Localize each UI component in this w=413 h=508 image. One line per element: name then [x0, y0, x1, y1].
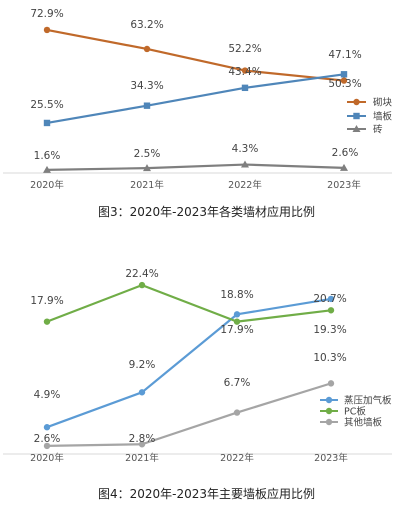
data-point-2-2	[233, 409, 241, 416]
series-line-0	[46, 28, 345, 82]
data-point-2-0	[43, 165, 51, 173]
data-point-2-3	[327, 380, 335, 387]
data-point-0-2	[241, 67, 249, 74]
data-point-0-3	[340, 77, 348, 84]
wall-material-ratio-chart: 2020年 2021年 2022年 2023年 72.9% 63.2% 52.2% 47.1%…	[3, 8, 393, 191]
data-label-1-0: 25.5%	[30, 99, 63, 111]
data-point-0-0	[43, 424, 51, 431]
data-label-1-2: 17.9%	[220, 324, 253, 336]
x-tick-label-3: 2023年	[327, 179, 361, 191]
x-tick-label-0: 2020年	[30, 179, 64, 191]
series-line-2	[46, 163, 345, 171]
x-tick-label-1: 2021年	[125, 452, 159, 464]
data-point-2-1	[143, 164, 151, 172]
data-label-1-0: 17.9%	[30, 295, 63, 307]
legend-label-0: 砌块	[373, 97, 393, 109]
data-label-2-1: 2.8%	[129, 433, 156, 445]
data-point-1-0	[43, 318, 51, 325]
x-tick-label-0: 2020年	[30, 452, 64, 464]
legend-label-2: 其他墙板	[344, 417, 383, 429]
chart-caption-1: 图3：2020年-2023年各类墙材应用比例	[97, 205, 316, 219]
series-line-1	[46, 284, 332, 323]
data-point-1-1	[138, 281, 146, 289]
data-label-2-0: 1.6%	[34, 150, 61, 162]
series-line-1	[46, 73, 345, 125]
data-point-2-2	[241, 160, 249, 168]
data-label-1-2: 43.4%	[228, 66, 261, 78]
data-point-0-1	[138, 389, 146, 396]
legend-marker-1	[353, 112, 360, 120]
data-label-1-3: 50.3%	[328, 78, 361, 90]
data-label-0-2: 52.2%	[228, 43, 261, 55]
data-label-2-2: 4.3%	[232, 143, 259, 155]
x-tick-label-2: 2022年	[228, 179, 262, 191]
data-point-2-3	[340, 163, 348, 171]
data-label-0-1: 63.2%	[130, 19, 163, 31]
data-point-0-2	[233, 311, 241, 318]
data-label-2-2: 6.7%	[224, 377, 251, 389]
data-point-2-0	[43, 442, 51, 450]
data-point-1-0	[43, 119, 51, 127]
legend-marker-1	[325, 407, 333, 415]
legend-label-2: 砖	[373, 124, 383, 136]
data-label-1-1: 34.3%	[130, 80, 163, 92]
data-label-2-3: 2.6%	[332, 147, 359, 159]
data-point-2-1	[138, 441, 146, 448]
data-label-2-0: 2.6%	[34, 433, 61, 445]
data-point-1-2	[241, 84, 249, 92]
data-label-1-3: 19.3%	[313, 324, 346, 336]
legend-label-1: 墙板	[373, 111, 393, 123]
series-line-0	[46, 297, 332, 429]
data-point-1-1	[143, 102, 151, 109]
data-point-1-3	[340, 71, 348, 78]
legend-label-1: PC板	[344, 406, 366, 418]
chart-caption-2: 图4：2020年-2023年主要墙板应用比例	[97, 487, 316, 501]
series-line-2	[46, 382, 332, 447]
data-point-0-0	[43, 26, 51, 34]
series-1	[43, 281, 335, 325]
wall-panel-ratio-chart: 2020年 2021年 2022年 2023年 4.9% 9.2% 18.8% 20.7% 17…	[3, 268, 392, 464]
data-label-0-3: 20.7%	[313, 293, 346, 305]
series-2	[43, 380, 335, 450]
data-point-1-2	[233, 318, 241, 325]
series-2	[43, 160, 348, 173]
legend-marker-0	[353, 98, 360, 106]
series-1	[43, 71, 348, 127]
data-point-1-3	[327, 307, 335, 314]
data-label-2-1: 2.5%	[134, 148, 161, 160]
series-0	[43, 26, 348, 84]
legend-marker-2	[325, 418, 333, 426]
series-0	[43, 295, 335, 431]
data-label-0-0: 4.9%	[34, 389, 61, 401]
data-label-0-1: 9.2%	[129, 359, 156, 371]
x-tick-label-3: 2023年	[314, 452, 348, 464]
data-label-0-3: 47.1%	[328, 49, 361, 61]
data-label-0-0: 72.9%	[30, 8, 63, 20]
x-tick-label-2: 2022年	[220, 452, 254, 464]
x-tick-label-1: 2021年	[130, 179, 164, 191]
data-label-0-2: 18.8%	[220, 289, 253, 301]
data-label-1-1: 22.4%	[125, 268, 158, 280]
legend-marker-0	[325, 396, 333, 404]
data-point-0-3	[327, 295, 335, 303]
legend-label-0: 蒸压加气板	[344, 395, 392, 407]
legend-marker-2	[352, 125, 361, 132]
data-label-2-3: 10.3%	[313, 352, 346, 364]
data-point-0-1	[143, 45, 151, 53]
